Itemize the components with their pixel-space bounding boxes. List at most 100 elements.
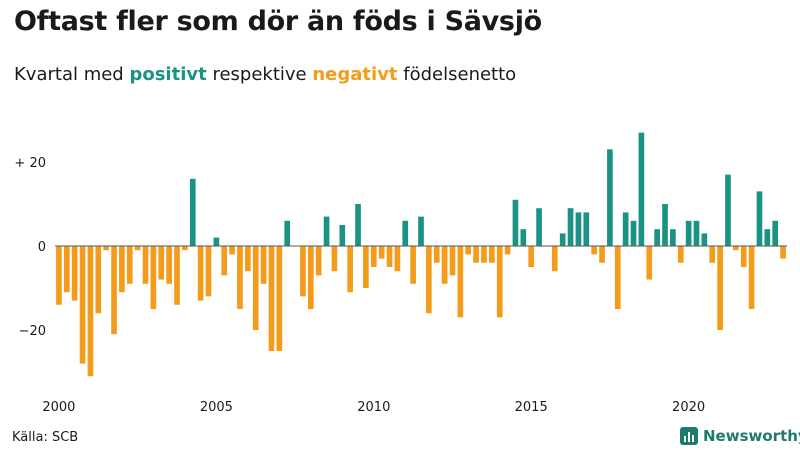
bar	[229, 246, 235, 255]
bar	[575, 212, 582, 246]
x-tick-label: 2020	[672, 400, 705, 415]
bar	[410, 246, 416, 284]
bar	[378, 246, 385, 259]
bar	[268, 246, 275, 351]
bar	[725, 174, 731, 246]
bar	[780, 246, 786, 259]
bar	[583, 212, 590, 246]
bar	[551, 246, 558, 272]
x-axis: 2000 2005 2010 2015 2020	[42, 400, 705, 415]
bar	[363, 246, 369, 288]
bar	[441, 246, 448, 284]
x-tick-label: 2005	[200, 400, 233, 415]
bar	[614, 246, 621, 309]
bar	[245, 246, 251, 272]
source-note: Källa: SCB	[12, 430, 79, 445]
y-tick-label: 0	[38, 240, 46, 255]
bar	[213, 237, 220, 246]
bar	[260, 246, 267, 284]
bar	[607, 149, 613, 246]
bar	[504, 246, 511, 255]
bar	[740, 246, 747, 267]
bar	[418, 216, 424, 246]
bar	[87, 246, 94, 377]
bar	[457, 246, 464, 318]
bar	[567, 208, 574, 246]
bar	[701, 233, 708, 246]
bar	[221, 246, 228, 276]
bar	[622, 212, 629, 246]
bar	[591, 246, 597, 255]
bar	[733, 246, 739, 251]
bar	[166, 246, 172, 284]
bar	[315, 246, 322, 276]
bar	[339, 225, 346, 246]
bar	[71, 246, 78, 301]
bar	[559, 233, 566, 246]
x-tick-label: 2000	[42, 400, 75, 415]
brand-name: Newsworthy	[703, 427, 800, 445]
bar	[142, 246, 149, 284]
bar	[355, 204, 361, 246]
bar	[677, 246, 684, 263]
subtitle-negative: negativt	[312, 64, 398, 85]
bar	[197, 246, 204, 301]
subtitle-middle: respektive	[212, 64, 307, 85]
bar	[433, 246, 440, 263]
bar	[473, 246, 479, 263]
bar	[158, 246, 165, 280]
bar	[512, 199, 519, 246]
bar	[772, 220, 779, 246]
bar	[252, 246, 259, 330]
bar	[56, 246, 62, 305]
bar	[134, 246, 141, 251]
y-axis: + 20 0 −20	[14, 156, 46, 339]
bar	[489, 246, 495, 263]
x-tick-label: 2015	[515, 400, 548, 415]
subtitle-suffix: födelsenetto	[403, 64, 517, 85]
bar	[126, 246, 133, 284]
subtitle-positive: positivt	[129, 64, 207, 85]
bar	[670, 229, 676, 246]
bar	[276, 246, 283, 351]
bar	[536, 208, 542, 246]
bar	[764, 229, 771, 246]
bar	[174, 246, 180, 305]
bar	[189, 178, 196, 246]
bar	[237, 246, 243, 309]
brand-logo: Newsworthy	[680, 427, 800, 445]
bar	[630, 220, 637, 246]
bar	[717, 246, 723, 330]
bar	[63, 246, 70, 293]
bar	[111, 246, 117, 335]
bar	[370, 246, 377, 267]
bar	[449, 246, 456, 276]
bar	[386, 246, 393, 267]
bar	[528, 246, 535, 267]
bar	[426, 246, 432, 314]
bar	[284, 220, 291, 246]
bar	[182, 246, 188, 251]
bar	[481, 246, 487, 263]
bar	[103, 246, 109, 251]
x-tick-label: 2010	[357, 400, 390, 415]
bar	[709, 246, 716, 263]
bar	[662, 204, 668, 246]
bar	[150, 246, 157, 309]
y-tick-label: −20	[19, 324, 46, 339]
bar	[465, 246, 472, 255]
bar	[685, 220, 692, 246]
bar	[95, 246, 102, 314]
bar	[693, 220, 700, 246]
bar-chart-icon	[680, 427, 698, 445]
bar	[654, 229, 660, 246]
bar	[323, 216, 330, 246]
bar	[748, 246, 755, 309]
bar	[300, 246, 306, 297]
chart-subtitle: Kvartal med positivt respektive negativt…	[14, 64, 516, 85]
bar	[79, 246, 86, 364]
bar	[756, 191, 763, 246]
subtitle-prefix: Kvartal med	[14, 64, 124, 85]
bar	[307, 246, 314, 309]
